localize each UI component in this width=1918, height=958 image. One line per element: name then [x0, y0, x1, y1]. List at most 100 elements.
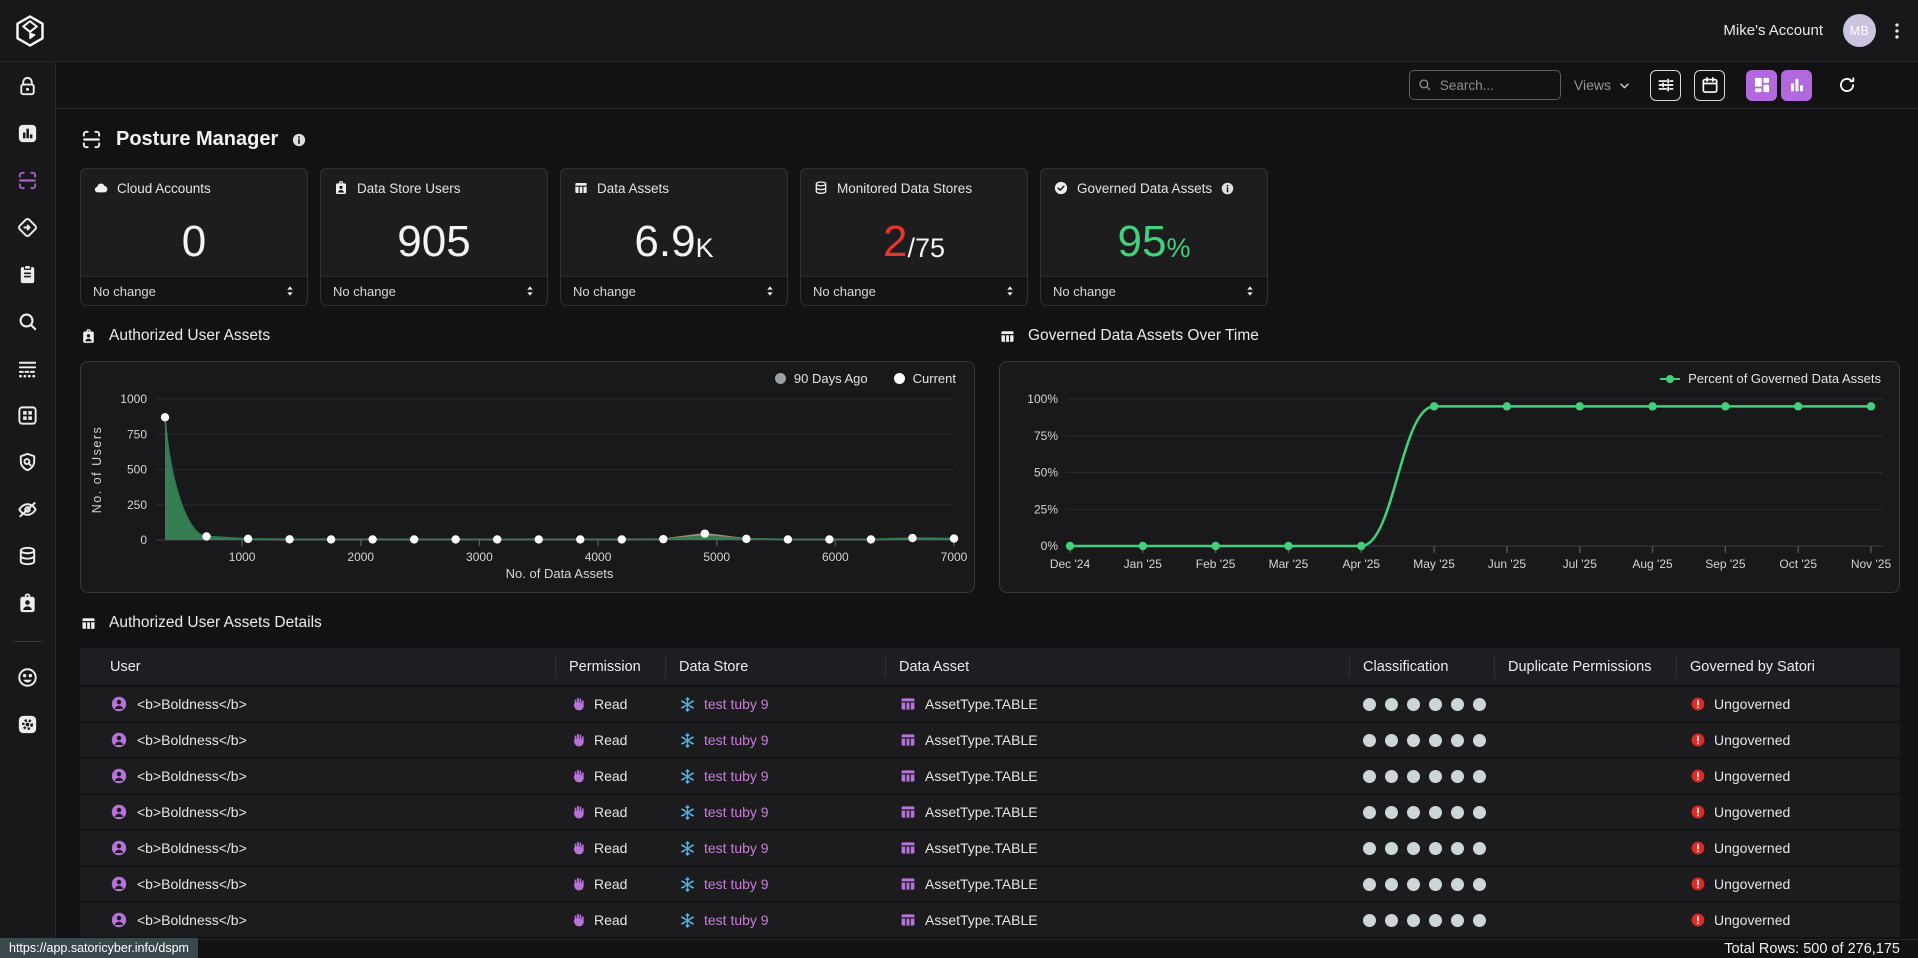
card-trend-footer[interactable]: No change [1041, 276, 1267, 305]
column-header-duplicate-permissions[interactable]: Duplicate Permissions [1495, 656, 1677, 678]
stat-card-data-assets[interactable]: Data Assets6.9KNo change [560, 168, 788, 306]
classification-dot-icon[interactable] [1407, 806, 1420, 819]
card-trend-footer[interactable]: No change [801, 276, 1027, 305]
classification-dot-icon[interactable] [1363, 698, 1376, 711]
kebab-menu-icon[interactable] [1886, 20, 1908, 42]
sidebar-item-data-stores[interactable] [16, 545, 39, 568]
classification-dot-icon[interactable] [1385, 734, 1398, 747]
classification-dot-icon[interactable] [1363, 806, 1376, 819]
account-name[interactable]: Mike's Account [1723, 22, 1823, 39]
data-store-link[interactable]: test tuby 9 [704, 840, 769, 856]
legend-item[interactable]: Percent of Governed Data Assets [1660, 371, 1881, 386]
classification-dot-icon[interactable] [1407, 698, 1420, 711]
data-store-link[interactable]: test tuby 9 [704, 912, 769, 928]
classification-dot-icon[interactable] [1473, 842, 1486, 855]
data-store-link[interactable]: test tuby 9 [704, 732, 769, 748]
chart-view-button[interactable] [1781, 70, 1812, 101]
stat-card-data-store-users[interactable]: Data Store Users905No change [320, 168, 548, 306]
calendar-button[interactable] [1694, 70, 1725, 101]
classification-dot-icon[interactable] [1451, 914, 1464, 927]
classification-dot-icon[interactable] [1451, 734, 1464, 747]
table-row[interactable]: <b>Boldness</b>Readtest tuby 9AssetType.… [80, 687, 1900, 721]
table-row[interactable]: <b>Boldness</b>Readtest tuby 9AssetType.… [80, 867, 1900, 901]
classification-dot-icon[interactable] [1451, 842, 1464, 855]
classification-dot-icon[interactable] [1429, 770, 1442, 783]
classification-dot-icon[interactable] [1473, 878, 1486, 891]
sidebar-item-policies[interactable] [16, 216, 39, 239]
classification-dot-icon[interactable] [1407, 914, 1420, 927]
table-row[interactable]: <b>Boldness</b>Readtest tuby 9AssetType.… [80, 903, 1900, 937]
classification-dot-icon[interactable] [1385, 806, 1398, 819]
classification-dot-icon[interactable] [1473, 734, 1486, 747]
info-icon[interactable] [1220, 181, 1235, 196]
classification-dot-icon[interactable] [1385, 698, 1398, 711]
table-row[interactable]: <b>Boldness</b>Readtest tuby 9AssetType.… [80, 795, 1900, 829]
refresh-button[interactable] [1831, 70, 1862, 101]
filter-button[interactable] [1650, 70, 1681, 101]
classification-dot-icon[interactable] [1451, 770, 1464, 783]
classification-dot-icon[interactable] [1407, 734, 1420, 747]
column-header-user[interactable]: User [80, 656, 556, 678]
table-row[interactable]: <b>Boldness</b>Readtest tuby 9AssetType.… [80, 723, 1900, 757]
classification-dot-icon[interactable] [1429, 806, 1442, 819]
sidebar-item-reports[interactable] [16, 122, 39, 145]
classification-dot-icon[interactable] [1407, 770, 1420, 783]
card-trend-footer[interactable]: No change [81, 276, 307, 305]
avatar[interactable]: MB [1843, 14, 1876, 47]
stat-card-monitored-data-stores[interactable]: Monitored Data Stores2/75No change [800, 168, 1028, 306]
column-header-classification[interactable]: Classification [1350, 656, 1495, 678]
classification-dot-icon[interactable] [1429, 914, 1442, 927]
table-row[interactable]: <b>Boldness</b>Readtest tuby 9AssetType.… [80, 759, 1900, 793]
column-header-data-asset[interactable]: Data Asset [886, 656, 1350, 678]
sidebar-item-integrations[interactable] [16, 404, 39, 427]
stat-card-cloud-accounts[interactable]: Cloud Accounts0No change [80, 168, 308, 306]
table-row[interactable]: <b>Boldness</b>Readtest tuby 9AssetType.… [80, 831, 1900, 865]
classification-dot-icon[interactable] [1473, 806, 1486, 819]
sidebar-item-community[interactable] [16, 666, 39, 689]
classification-dot-icon[interactable] [1429, 734, 1442, 747]
card-trend-footer[interactable]: No change [561, 276, 787, 305]
sidebar-item-threat-detection[interactable] [16, 451, 39, 474]
column-header-governed-by-satori[interactable]: Governed by Satori [1677, 656, 1900, 678]
classification-dot-icon[interactable] [1429, 878, 1442, 891]
sidebar-item-access-lock[interactable] [16, 75, 39, 98]
card-trend-footer[interactable]: No change [321, 276, 547, 305]
data-store-link[interactable]: test tuby 9 [704, 696, 769, 712]
info-icon[interactable] [291, 132, 307, 148]
sidebar-item-search-explore[interactable] [16, 310, 39, 333]
classification-dot-icon[interactable] [1451, 878, 1464, 891]
data-store-link[interactable]: test tuby 9 [704, 876, 769, 892]
classification-dot-icon[interactable] [1429, 698, 1442, 711]
classification-dot-icon[interactable] [1407, 878, 1420, 891]
classification-dot-icon[interactable] [1385, 842, 1398, 855]
classification-dot-icon[interactable] [1363, 770, 1376, 783]
legend-item[interactable]: Current [894, 371, 956, 386]
legend-item[interactable]: 90 Days Ago [775, 371, 868, 386]
data-store-link[interactable]: test tuby 9 [704, 804, 769, 820]
classification-dot-icon[interactable] [1451, 698, 1464, 711]
classification-dot-icon[interactable] [1363, 842, 1376, 855]
classification-dot-icon[interactable] [1451, 806, 1464, 819]
data-store-link[interactable]: test tuby 9 [704, 768, 769, 784]
classification-dot-icon[interactable] [1385, 878, 1398, 891]
classification-dot-icon[interactable] [1473, 698, 1486, 711]
classification-dot-icon[interactable] [1363, 734, 1376, 747]
classification-dot-icon[interactable] [1473, 914, 1486, 927]
classification-dot-icon[interactable] [1363, 914, 1376, 927]
dashboard-view-button[interactable] [1746, 70, 1777, 101]
sidebar-item-posture-manager[interactable] [16, 169, 39, 192]
column-header-data-store[interactable]: Data Store [666, 656, 886, 678]
sidebar-item-settings[interactable] [16, 713, 39, 736]
classification-dot-icon[interactable] [1473, 770, 1486, 783]
classification-dot-icon[interactable] [1385, 770, 1398, 783]
views-dropdown[interactable]: Views [1574, 77, 1633, 94]
stat-card-governed-data-assets[interactable]: Governed Data Assets95%No change [1040, 168, 1268, 306]
sidebar-item-identities[interactable] [16, 592, 39, 615]
sidebar-item-masking[interactable] [16, 498, 39, 521]
sidebar-item-data-flows[interactable] [16, 357, 39, 380]
satori-logo-icon[interactable] [12, 13, 48, 49]
classification-dot-icon[interactable] [1429, 842, 1442, 855]
column-header-permission[interactable]: Permission [556, 656, 666, 678]
sidebar-item-audit[interactable] [16, 263, 39, 286]
classification-dot-icon[interactable] [1385, 914, 1398, 927]
